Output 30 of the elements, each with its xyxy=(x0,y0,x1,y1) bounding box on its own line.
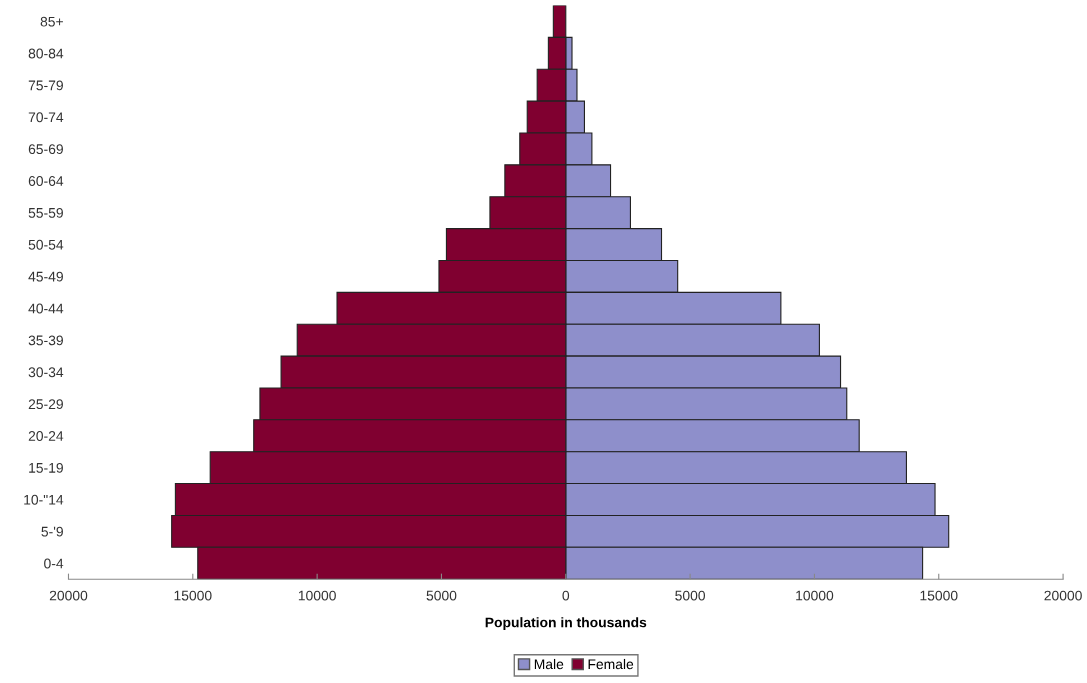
y-tick-label: 25-29 xyxy=(28,399,63,410)
y-tick-label: 30-34 xyxy=(28,367,64,378)
x-tick-label: 0 xyxy=(562,590,570,601)
y-tick-label: 65-69 xyxy=(28,144,63,155)
x-tick-label: 15000 xyxy=(174,590,212,601)
y-tick-label: 40-44 xyxy=(28,303,64,314)
x-tick-label: 20000 xyxy=(49,590,88,601)
x-axis-title: Population in thousands xyxy=(485,617,647,631)
y-tick-label: 35-39 xyxy=(28,335,63,346)
y-tick-label: 5-'9 xyxy=(41,526,63,537)
y-tick-label: 70-74 xyxy=(28,112,64,123)
y-tick-label: 60-64 xyxy=(28,176,64,186)
y-tick-label: 50-54 xyxy=(28,239,64,250)
y-tick-label: 75-79 xyxy=(28,80,63,91)
x-tick-label: 10000 xyxy=(796,590,834,601)
x-tick-label: 5000 xyxy=(675,590,706,601)
x-tick-label: 20000 xyxy=(1044,590,1082,601)
legend-label: Female xyxy=(588,658,634,670)
legend-label: Male xyxy=(534,658,564,670)
y-tick-label: 85+ xyxy=(40,16,63,27)
y-tick-label: 45-49 xyxy=(28,271,63,282)
x-tick-label: 5000 xyxy=(426,590,457,601)
x-tick-label: 15000 xyxy=(920,590,958,601)
y-tick-label: 10-"14 xyxy=(24,494,64,505)
x-tick-label: 10000 xyxy=(298,590,336,601)
y-tick-label: 0-4 xyxy=(44,558,64,569)
y-tick-label: 20-24 xyxy=(28,431,64,441)
y-tick-label: 15-19 xyxy=(29,462,63,473)
y-tick-label: 80-84 xyxy=(28,48,64,59)
y-tick-label: 55-59 xyxy=(28,207,63,218)
